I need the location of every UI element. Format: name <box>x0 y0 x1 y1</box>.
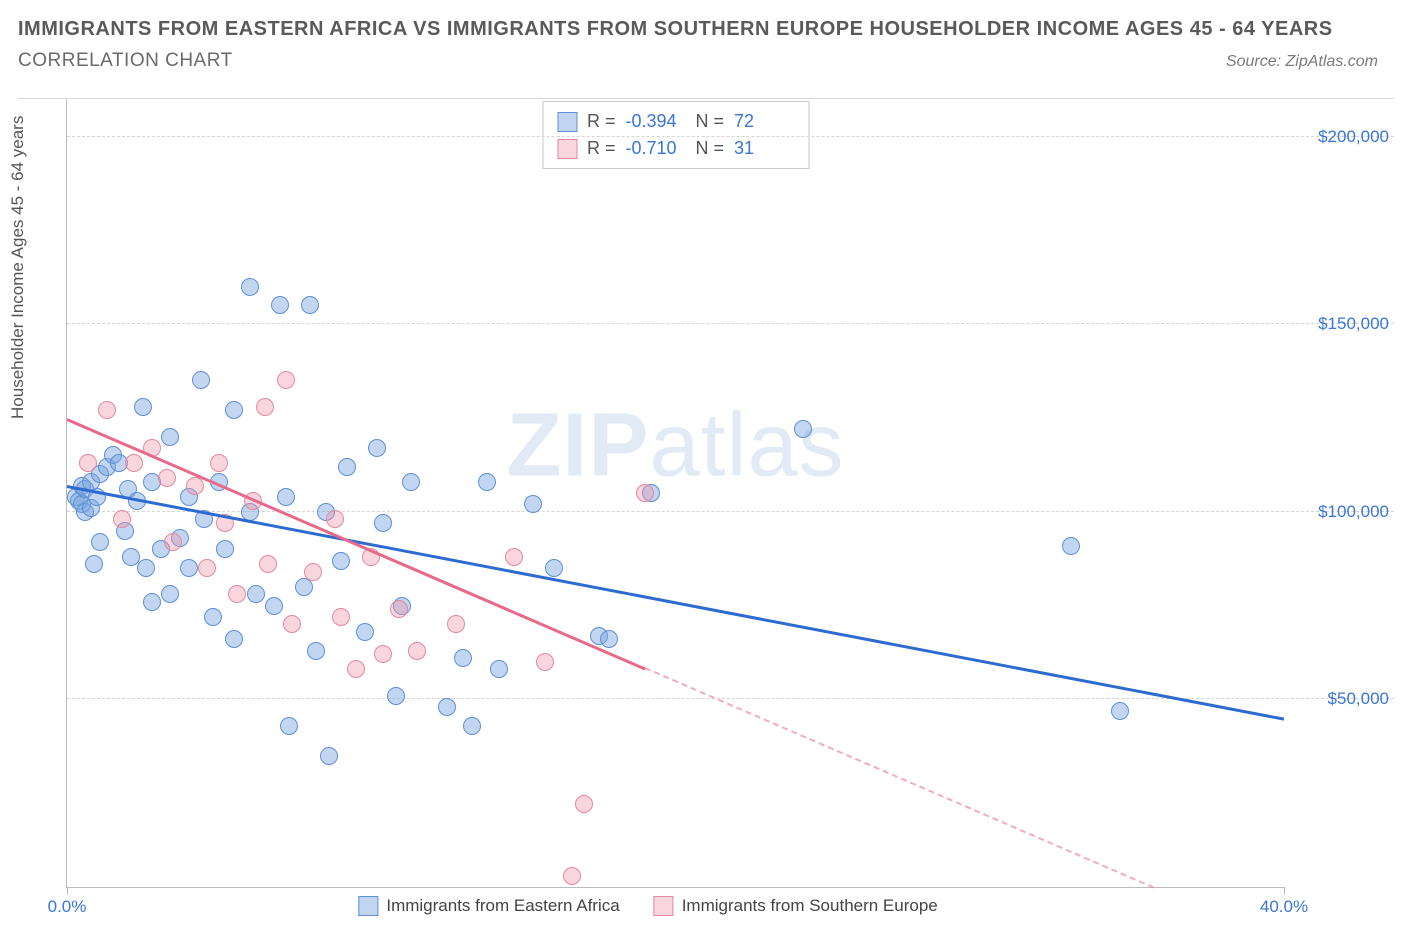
data-point <box>505 548 523 566</box>
y-axis-label: Householder Income Ages 45 - 64 years <box>8 115 28 418</box>
y-tick-label: $100,000 <box>1294 502 1389 522</box>
data-point <box>283 615 301 633</box>
data-point <box>210 454 228 472</box>
data-point <box>277 371 295 389</box>
data-point <box>463 717 481 735</box>
data-point <box>454 649 472 667</box>
x-tick <box>1284 887 1285 895</box>
data-point <box>137 559 155 577</box>
chart-container: Householder Income Ages 45 - 64 years ZI… <box>18 98 1394 920</box>
stats-row: R = -0.394 N = 72 <box>557 108 794 135</box>
gridline <box>67 136 1394 137</box>
data-point <box>225 630 243 648</box>
data-point <box>1062 537 1080 555</box>
data-point <box>1111 702 1129 720</box>
data-point <box>636 484 654 502</box>
data-point <box>79 454 97 472</box>
data-point <box>161 585 179 603</box>
data-point <box>490 660 508 678</box>
data-point <box>265 597 283 615</box>
data-point <box>387 687 405 705</box>
data-point <box>161 428 179 446</box>
data-point <box>280 717 298 735</box>
data-point <box>271 296 289 314</box>
data-point <box>228 585 246 603</box>
data-point <box>158 469 176 487</box>
data-point <box>164 533 182 551</box>
data-point <box>374 645 392 663</box>
x-tick-label: 40.0% <box>1260 897 1308 917</box>
legend-label: Immigrants from Southern Europe <box>682 896 938 916</box>
data-point <box>368 439 386 457</box>
chart-title: IMMIGRANTS FROM EASTERN AFRICA VS IMMIGR… <box>18 14 1388 44</box>
data-point <box>332 608 350 626</box>
data-point <box>524 495 542 513</box>
plot-area: ZIPatlas R = -0.394 N = 72 R = -0.710 N … <box>66 99 1284 888</box>
gridline <box>67 698 1394 699</box>
data-point <box>216 540 234 558</box>
data-point <box>134 398 152 416</box>
data-point <box>447 615 465 633</box>
data-point <box>332 552 350 570</box>
data-point <box>438 698 456 716</box>
data-point <box>408 642 426 660</box>
x-tick-label: 0.0% <box>48 897 87 917</box>
trend-line-dashed <box>645 668 1154 889</box>
data-point <box>204 608 222 626</box>
data-point <box>85 555 103 573</box>
data-point <box>256 398 274 416</box>
data-point <box>304 563 322 581</box>
data-point <box>356 623 374 641</box>
data-point <box>186 477 204 495</box>
data-point <box>374 514 392 532</box>
data-point <box>125 454 143 472</box>
legend-item: Immigrants from Southern Europe <box>654 896 938 916</box>
source-attribution: Source: ZipAtlas.com <box>1226 53 1388 71</box>
swatch-icon <box>358 896 378 916</box>
y-tick-label: $50,000 <box>1294 689 1389 709</box>
data-point <box>402 473 420 491</box>
data-point <box>113 510 131 528</box>
data-point <box>545 559 563 577</box>
data-point <box>98 401 116 419</box>
chart-subtitle: CORRELATION CHART <box>18 50 233 72</box>
data-point <box>277 488 295 506</box>
stats-row: R = -0.710 N = 31 <box>557 135 794 162</box>
trend-line <box>67 486 1284 721</box>
gridline <box>67 511 1394 512</box>
data-point <box>563 867 581 885</box>
data-point <box>478 473 496 491</box>
data-point <box>241 278 259 296</box>
data-point <box>259 555 277 573</box>
data-point <box>320 747 338 765</box>
data-point <box>390 600 408 618</box>
watermark: ZIPatlas <box>506 394 844 497</box>
y-tick-label: $200,000 <box>1294 127 1389 147</box>
data-point <box>326 510 344 528</box>
data-point <box>347 660 365 678</box>
data-point <box>301 296 319 314</box>
swatch-icon <box>557 112 577 132</box>
data-point <box>338 458 356 476</box>
swatch-icon <box>654 896 674 916</box>
gridline <box>67 323 1394 324</box>
data-point <box>794 420 812 438</box>
y-tick-label: $150,000 <box>1294 314 1389 334</box>
data-point <box>198 559 216 577</box>
swatch-icon <box>557 139 577 159</box>
bottom-legend: Immigrants from Eastern Africa Immigrant… <box>358 896 937 916</box>
legend-label: Immigrants from Eastern Africa <box>386 896 619 916</box>
data-point <box>247 585 265 603</box>
data-point <box>575 795 593 813</box>
data-point <box>225 401 243 419</box>
data-point <box>180 559 198 577</box>
data-point <box>143 593 161 611</box>
x-tick <box>67 887 68 895</box>
data-point <box>91 533 109 551</box>
data-point <box>192 371 210 389</box>
legend-item: Immigrants from Eastern Africa <box>358 896 619 916</box>
data-point <box>600 630 618 648</box>
data-point <box>536 653 554 671</box>
data-point <box>307 642 325 660</box>
